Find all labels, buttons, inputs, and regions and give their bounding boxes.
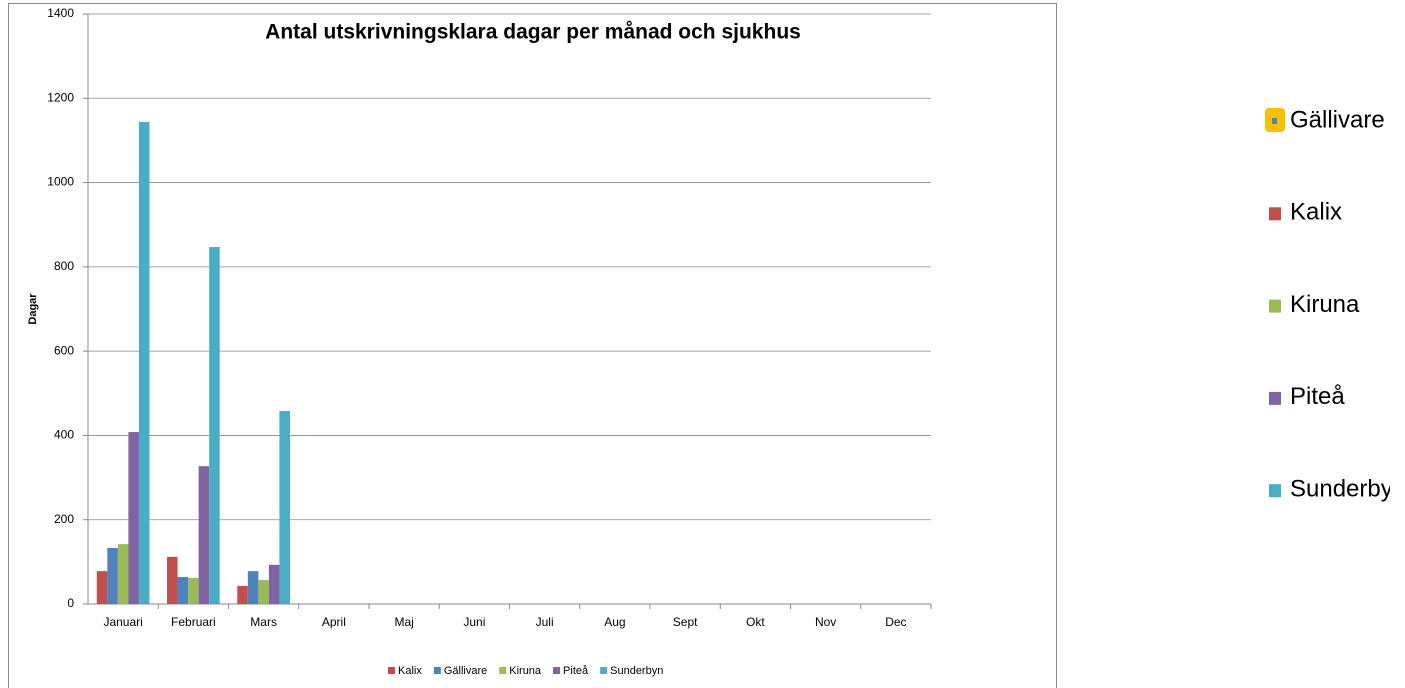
bar <box>268 564 280 604</box>
legend-label: Sunderbyn <box>610 665 663 677</box>
legend-label: Kalix <box>398 665 422 677</box>
y-tick-label: 600 <box>54 343 74 357</box>
legend-swatch <box>600 667 608 674</box>
legend-label: Piteå <box>1290 383 1345 410</box>
y-tick-label: 1200 <box>47 90 74 104</box>
x-tick-label: Mars <box>250 615 277 629</box>
bar <box>96 571 108 604</box>
x-tick-label: Sept <box>673 615 698 629</box>
legend-swatch <box>1269 391 1281 405</box>
bar <box>167 556 178 604</box>
legend-label: Kiruna <box>509 665 542 677</box>
x-tick-label: Nov <box>815 615 836 629</box>
side-legend: Gällivare Kalix Kiruna Piteå Sunderbyn <box>1265 106 1405 503</box>
legend-label: Kiruna <box>1290 291 1360 318</box>
y-tick-label: 0 <box>67 596 74 610</box>
bar <box>279 410 290 604</box>
y-tick-label: 1400 <box>47 6 74 20</box>
y-tick-label: 800 <box>54 259 74 273</box>
bar <box>237 585 248 604</box>
y-axis-label: Dagar <box>27 293 39 325</box>
legend-swatch <box>1269 207 1281 221</box>
bar <box>209 247 220 605</box>
bar <box>198 466 210 604</box>
legend-swatch <box>388 667 395 674</box>
y-tick-label: 400 <box>54 428 74 442</box>
bar <box>128 432 139 604</box>
bar <box>247 571 259 604</box>
legend-label: Kalix <box>1290 199 1342 226</box>
chart-title: Antal utskrivningsklara dagar per månad … <box>265 21 801 44</box>
bar <box>138 121 150 604</box>
bar <box>117 544 129 604</box>
legend-label: Gällivare <box>444 665 487 677</box>
legend-swatch <box>499 667 507 674</box>
x-tick-label: Juni <box>463 615 485 629</box>
bar <box>177 577 189 604</box>
legend-swatch <box>1269 484 1281 498</box>
x-tick-label: April <box>322 615 346 629</box>
legend-swatch <box>1269 299 1281 313</box>
x-tick-label: Februari <box>171 615 216 629</box>
legend-label: Sunderbyn <box>1290 476 1405 503</box>
legend-swatch <box>1272 118 1277 124</box>
bar <box>258 579 269 604</box>
x-tick-label: Juli <box>536 615 554 629</box>
x-tick-label: Okt <box>746 615 765 629</box>
x-tick-label: Januari <box>103 615 142 629</box>
y-tick-label: 1000 <box>47 175 74 189</box>
bar <box>188 577 199 604</box>
x-tick-label: Dec <box>885 615 906 629</box>
x-tick-label: Maj <box>394 615 413 629</box>
legend-label: Piteå <box>563 665 589 677</box>
chart-frame <box>8 3 1057 688</box>
bar <box>107 547 118 604</box>
legend-swatch <box>553 667 561 674</box>
y-tick-label: 200 <box>54 512 74 526</box>
x-tick-label: Aug <box>604 615 625 629</box>
legend-label: Gällivare <box>1290 106 1385 133</box>
legend-swatch <box>433 667 441 674</box>
